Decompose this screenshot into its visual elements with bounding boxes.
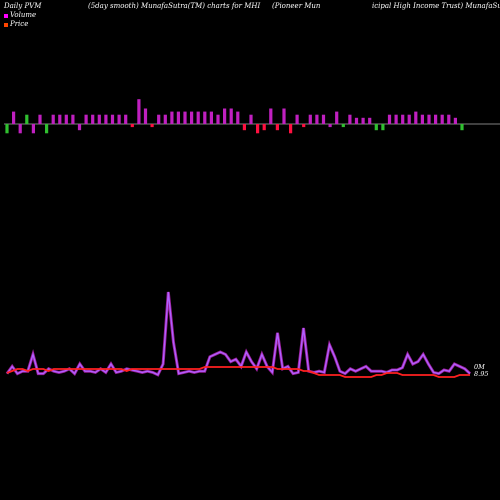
volume-bar: [143, 108, 148, 124]
volume-bar: [315, 114, 319, 124]
legend-label-price: Price: [10, 20, 29, 28]
volume-bar: [328, 124, 332, 128]
volume-bar: [51, 114, 55, 124]
volume-bar: [242, 124, 246, 131]
volume-bar: [71, 114, 75, 124]
volume-bar: [64, 114, 68, 124]
volume-bar: [368, 117, 372, 124]
volume-bar: [374, 124, 378, 131]
volume-bar: [348, 114, 352, 124]
volume-bar: [150, 124, 154, 128]
company-name-part1: (Pioneer Mun: [272, 2, 321, 10]
volume-bar: [130, 124, 134, 128]
price-end-label: 8.95: [474, 370, 489, 378]
volume-bar: [407, 114, 411, 124]
legend: Volume Price: [4, 11, 36, 29]
volume-bar: [420, 114, 424, 124]
volume-bar: [308, 114, 312, 124]
volume-bar: [25, 114, 29, 124]
volume-bar: [223, 108, 227, 124]
volume-bar: [137, 99, 141, 124]
volume-bar: [110, 114, 115, 124]
volume-bar: [157, 114, 161, 124]
volume-bar: [38, 114, 42, 124]
volume-bar: [45, 124, 49, 134]
volume-line: [6, 291, 471, 376]
volume-bar: [117, 114, 121, 124]
volume-bar: [302, 124, 306, 128]
chart-title: (5day smooth) MunafaSutra(TM) charts for…: [88, 2, 261, 10]
volume-bar: [203, 111, 207, 124]
volume-bar: [91, 114, 95, 124]
volume-bar: [275, 124, 279, 131]
volume-bar: [335, 111, 339, 124]
volume-bar: [18, 124, 22, 134]
volume-bar: [387, 114, 392, 124]
volume-bar: [124, 114, 128, 124]
volume-bar: [196, 111, 200, 124]
volume-bar: [341, 124, 345, 128]
volume-bar: [282, 108, 286, 124]
volume-bar: [209, 111, 213, 124]
volume-bar: [84, 114, 88, 124]
volume-bar: [12, 111, 16, 124]
volume-bar: [440, 114, 444, 124]
series-lines: [5, 291, 472, 378]
volume-bar: [453, 117, 457, 124]
volume-bar: [289, 124, 293, 134]
volume-bar: [176, 111, 180, 124]
volume-bar: [361, 117, 365, 124]
volume-swatch-icon: [4, 13, 8, 18]
volume-bar: [447, 114, 451, 124]
volume-bar: [401, 114, 405, 124]
volume-bar: [229, 108, 233, 124]
volume-bar: [249, 114, 253, 124]
volume-bar: [97, 114, 101, 124]
volume-bar: [460, 124, 464, 131]
volume-bar: [216, 114, 220, 124]
volume-bar: [394, 114, 398, 124]
volume-bar: [434, 114, 438, 124]
legend-item-price: Price: [4, 20, 36, 29]
company-name-part2: icipal High Income Trust) MunafaSutra.co…: [372, 2, 500, 10]
legend-item-volume: Volume: [4, 11, 36, 20]
volume-bar: [183, 111, 187, 124]
legend-label-volume: Volume: [10, 11, 37, 19]
volume-bar: [170, 111, 174, 124]
chart-type-label: Daily PVM: [4, 2, 42, 10]
volume-bar: [256, 124, 260, 134]
volume-bar: [163, 114, 167, 124]
volume-bar: [58, 114, 62, 124]
volume-bar: [269, 108, 273, 124]
volume-bar: [262, 124, 266, 131]
volume-bar: [381, 124, 385, 131]
volume-end-label: 0M: [474, 363, 485, 371]
volume-bar: [190, 111, 194, 124]
volume-bar: [295, 114, 299, 124]
volume-bar: [5, 124, 9, 134]
volume-bar: [31, 124, 35, 134]
volume-bar: [104, 114, 108, 124]
volume-bar: [236, 111, 240, 124]
volume-bar: [354, 117, 359, 124]
volume-bar: [77, 124, 82, 131]
volume-bar: [414, 111, 418, 124]
volume-bar: [321, 114, 326, 124]
volume-bar: [427, 114, 431, 124]
price-swatch-icon: [4, 22, 8, 27]
price-line: [6, 366, 470, 378]
volume-bars: [5, 99, 464, 134]
